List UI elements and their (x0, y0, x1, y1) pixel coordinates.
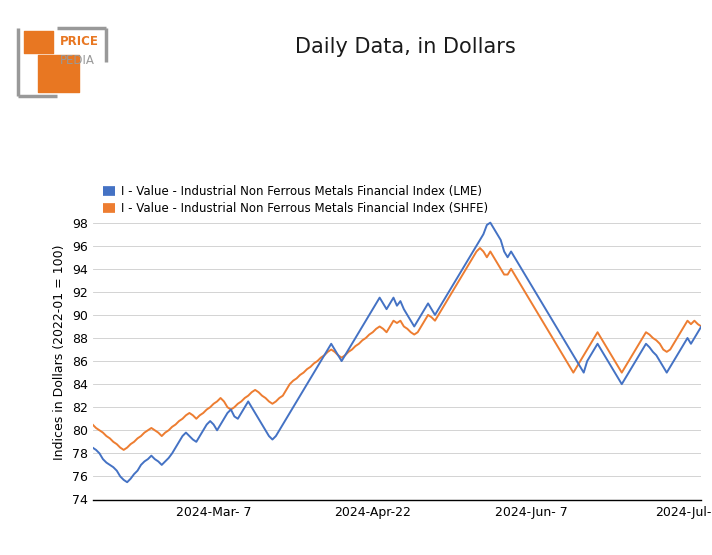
Legend: I - Value - Industrial Non Ferrous Metals Financial Index (LME), I - Value - Ind: I - Value - Industrial Non Ferrous Metal… (98, 181, 493, 220)
Y-axis label: Indices in Dollars (2022-01 = 100): Indices in Dollars (2022-01 = 100) (53, 245, 66, 460)
Text: PRICE: PRICE (60, 34, 99, 48)
Text: PEDIA: PEDIA (60, 54, 95, 67)
Text: Daily Data, in Dollars: Daily Data, in Dollars (295, 37, 516, 57)
